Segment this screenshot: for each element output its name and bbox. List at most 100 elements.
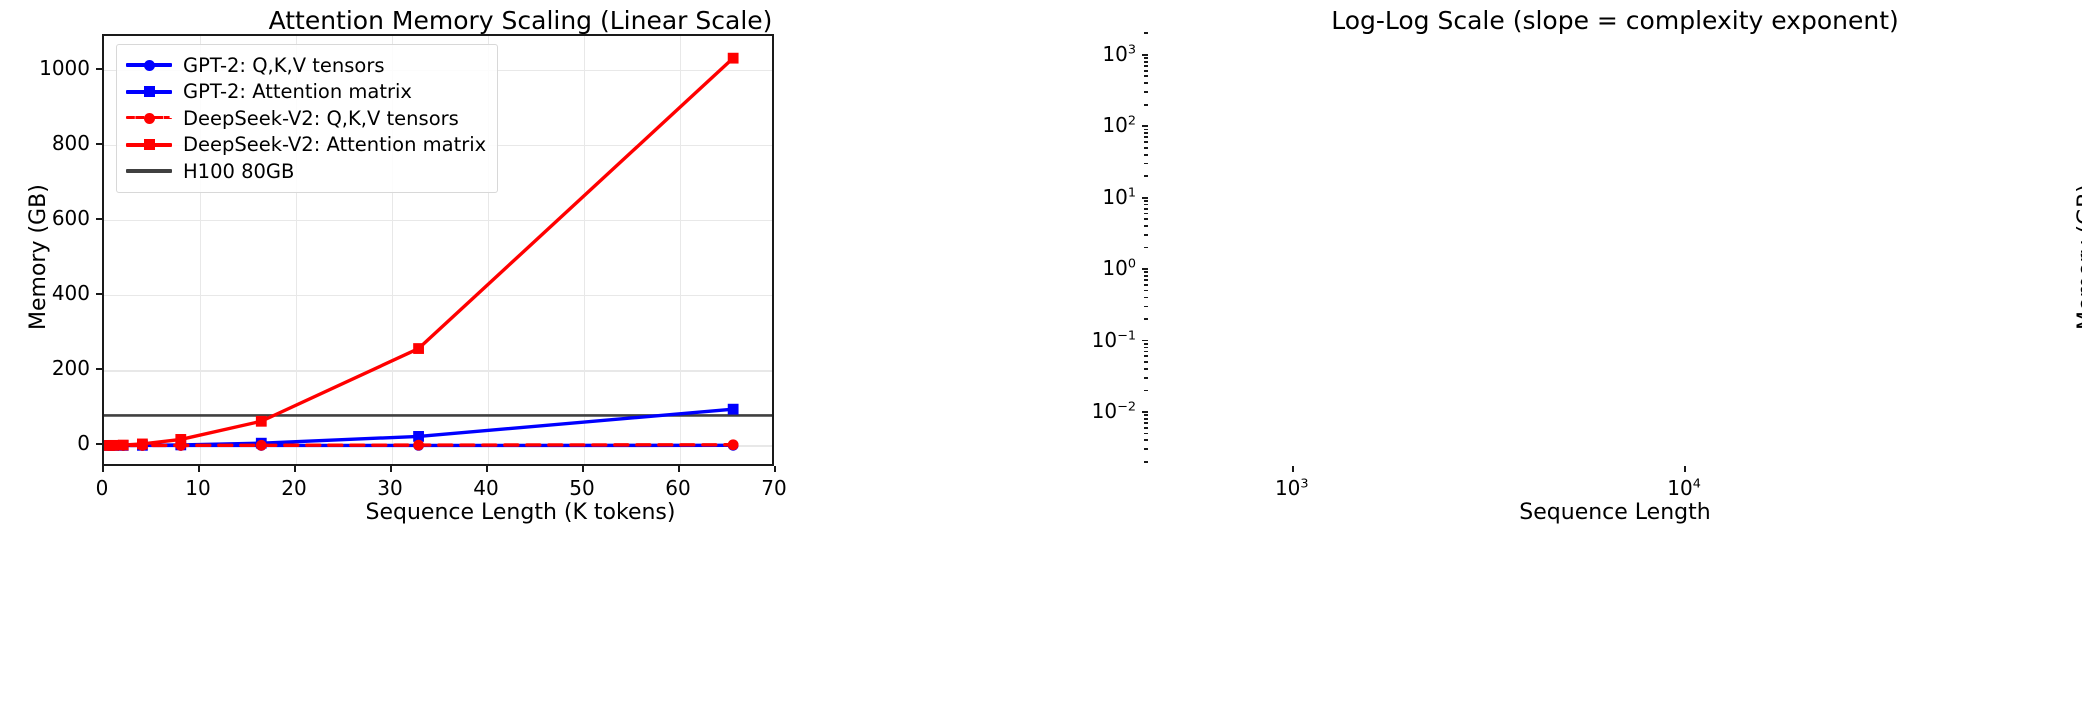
y-tick-label: 1000 [39,55,90,80]
x-tick-label: 104 [1667,476,1701,500]
y-tickmark [1144,91,1148,94]
y-tickmark [96,368,102,371]
right-xaxis-title: Sequence Length [1519,500,1711,525]
y-tickmark [1144,64,1148,67]
left-legend: GPT-2: Q,K,V tensors GPT-2: Attention mat… [116,44,499,193]
x-tick-label: 0 [95,476,109,500]
x-tickmark [102,466,104,472]
y-tick-label: 10−1 [1091,327,1136,352]
legend-item-label: DeepSeek-V2: Q,K,V tensors [183,106,459,130]
y-tickmark [1144,417,1148,420]
y-tickmark [1144,279,1148,282]
y-tickmark [1144,368,1148,370]
y-tickmark [1144,460,1148,463]
y-tickmark [1144,439,1148,442]
gridline [104,370,772,372]
x-tick-label: 20 [281,476,307,500]
x-tickmark [198,466,200,472]
y-tickmark [1144,141,1148,143]
y-tickmark [1144,225,1148,227]
y-tick-label: 10−2 [1091,399,1136,424]
x-tick-label: 70 [761,476,787,500]
legend-marker-circle-icon [143,112,155,124]
y-tick-label: 101 [1102,184,1136,209]
legend-swatch-icon [126,55,172,75]
y-tickmark [1144,376,1148,379]
gridline [392,36,394,464]
left-chart-title: Attention Memory Scaling (Linear Scale) [268,6,773,35]
gridline [104,220,772,222]
left-legend-item: DeepSeek-V2: Q,K,V tensors [126,105,486,132]
x-tickmark [774,466,776,472]
y-tickmark [1144,342,1148,345]
x-tickmark [294,466,296,472]
panel-linear-scale: Attention Memory Scaling (Linear Scale) … [26,6,787,525]
y-tickmark [1144,346,1148,349]
y-tickmark [96,443,102,446]
y-tickmark [1144,414,1148,417]
y-tickmark [1144,432,1148,435]
x-tickmark [582,466,584,472]
legend-item-label: GPT-2: Attention matrix [183,80,412,104]
y-tickmark [1144,212,1148,215]
gridline [200,36,202,464]
y-tickmark [1144,132,1148,135]
y-tick-label: 0 [77,431,90,456]
x-tick-label: 103 [1274,476,1309,500]
y-tickmark [1144,422,1148,424]
y-tickmark [1144,60,1148,63]
left-legend-item: GPT-2: Q,K,V tensors [126,52,486,79]
left-legend-item: GPT-2: Attention matrix [126,79,486,106]
y-tickmark [1144,207,1148,210]
y-tickmark [1144,289,1148,292]
y-tickmark [1144,246,1148,249]
x-tickmark [1684,466,1686,472]
x-tickmark [486,466,488,472]
y-tickmark [1144,389,1148,392]
y-tickmark [96,142,102,145]
y-tickmark [1144,218,1148,221]
left-legend-item: H100 80GB [126,158,486,185]
y-tickmark [1142,125,1148,128]
y-tickmark [1144,136,1148,139]
y-tickmark [1144,57,1148,59]
y-tick-label: 102 [1102,113,1136,138]
y-tickmark [1142,196,1148,199]
y-tickmark [1144,284,1148,286]
legend-item-label: DeepSeek-V2: Attention matrix [183,133,487,157]
y-tickmark [1144,355,1148,358]
legend-swatch-icon [126,135,172,155]
legend-marker-circle-icon [143,59,155,71]
legend-marker-square-icon [143,86,155,98]
y-tickmark [96,293,102,295]
right-chart-title: Log-Log Scale (slope = complexity expone… [1331,6,1899,35]
y-tickmark [1144,32,1148,35]
y-tickmark [1144,153,1148,156]
x-tick-label: 60 [665,476,691,500]
y-tick-label: 100 [1102,256,1136,281]
gridline [488,36,490,464]
left-series-layer [104,52,772,451]
y-tick-label: 400 [51,281,90,306]
y-tickmark [1144,271,1148,274]
y-tick-label: 600 [51,206,90,231]
legend-marker-square-icon [143,139,155,151]
legend-swatch-icon [126,82,172,102]
gridline [584,36,586,464]
y-tickmark [1144,234,1148,236]
y-tickmark [96,67,102,70]
legend-item-label: GPT-2: Q,K,V tensors [183,53,385,77]
y-tickmark [1144,175,1148,178]
x-tick-label: 10 [185,476,211,500]
x-tickmark [678,466,680,472]
y-tickmark [1142,339,1148,342]
gridline [296,36,298,464]
y-tickmark [1144,275,1148,277]
left-xaxis-title: Sequence Length (K tokens) [365,500,676,525]
y-tickmark [1144,296,1148,299]
x-tick-label: 40 [473,476,499,500]
x-tick-label: 30 [377,476,403,500]
y-tickmark [1142,53,1148,56]
legend-swatch-icon [126,161,172,181]
